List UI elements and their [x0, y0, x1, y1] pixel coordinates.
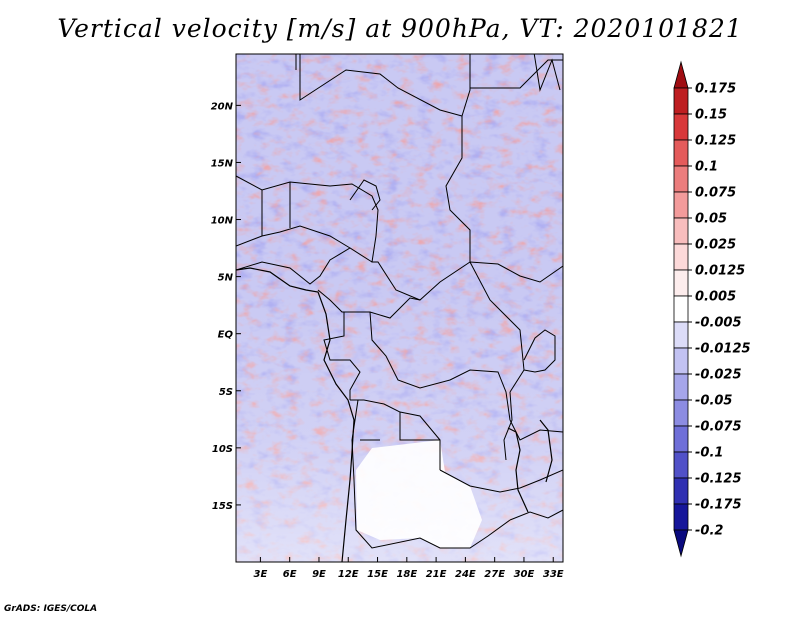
colorbar-swatch — [673, 139, 689, 167]
colorbar-label: 0.075 — [695, 186, 736, 201]
lon-tick-label: 12E — [338, 569, 359, 580]
lat-tick-label: 5N — [218, 273, 234, 284]
lon-tick-label: 21E — [426, 569, 447, 580]
colorbar-label: -0.05 — [695, 394, 732, 409]
colorbar-swatch — [673, 87, 689, 115]
lon-tick-label: 27E — [484, 569, 505, 580]
colorbar-label: 0.125 — [695, 134, 736, 149]
grads-credit: GrADS: IGES/COLA — [4, 604, 98, 614]
colorbar-swatch — [673, 60, 689, 89]
lon-tick-label: 30E — [514, 569, 535, 580]
colorbar-label: -0.1 — [695, 446, 723, 461]
map-title: Vertical velocity [m/s] at 900hPa, VT: 2… — [57, 14, 743, 43]
colorbar-swatch — [673, 347, 689, 375]
colorbar-swatch — [673, 165, 689, 193]
lon-tick-label: 9E — [312, 569, 326, 580]
lon-tick-label: 24E — [455, 569, 476, 580]
lat-tick-label: EQ — [218, 330, 234, 341]
colorbar-label: -0.125 — [695, 472, 742, 487]
colorbar-label: 0.005 — [695, 290, 736, 305]
colorbar-swatch — [673, 503, 689, 531]
colorbar-swatch — [673, 321, 689, 349]
latitude-axis: 20N 15N 10N 5N EQ 5S 10S 15S — [211, 101, 241, 512]
colorbar-swatch — [673, 191, 689, 219]
colorbar-label: 0.0125 — [695, 264, 745, 279]
colorbar-label: 0.1 — [695, 160, 718, 175]
colorbar-swatch — [673, 295, 689, 323]
lon-tick-label: 33E — [543, 569, 564, 580]
colorbar-swatch — [673, 217, 689, 245]
lat-tick-label: 10N — [211, 216, 234, 227]
colorbar-swatch — [673, 399, 689, 427]
colorbar-label: -0.005 — [695, 316, 742, 331]
map-plot-area: 20N 15N 10N 5N EQ 5S 10S 15S 3E 6E 9E 12E 15E 18E 21E… — [211, 53, 564, 580]
colorbar-label: 0.05 — [695, 212, 727, 227]
country-borders — [236, 54, 563, 549]
lat-tick-label: 20N — [211, 101, 234, 112]
colorbar-swatch — [673, 243, 689, 271]
colorbar-label: -0.0125 — [695, 342, 751, 357]
colorbar-swatch — [673, 477, 689, 505]
coastline — [236, 267, 553, 562]
colorbar-swatch — [673, 425, 689, 453]
lat-tick-label: 15S — [212, 501, 233, 512]
colorbar-swatch — [673, 451, 689, 479]
colorbar: 0.175 0.15 0.125 0.1 0.075 0.05 0.025 0.0125 0.0… — [673, 60, 751, 558]
colorbar-label: 0.15 — [695, 108, 727, 123]
colorbar-label: -0.075 — [695, 420, 742, 435]
colorbar-label: 0.175 — [695, 82, 736, 97]
lat-tick-label: 15N — [211, 158, 234, 169]
lon-tick-label: 18E — [396, 569, 417, 580]
low-velocity-area — [356, 440, 482, 548]
lon-tick-label: 6E — [283, 569, 297, 580]
lon-tick-label: 3E — [254, 569, 268, 580]
colorbar-swatch — [673, 373, 689, 401]
longitude-axis: 3E 6E 9E 12E 15E 18E 21E 24E 27E 30E 33E — [254, 557, 564, 580]
colorbar-swatch — [673, 529, 689, 558]
map-border — [235, 53, 564, 563]
colorbar-label: -0.175 — [695, 498, 742, 513]
colorbar-swatch — [673, 269, 689, 297]
colorbar-label: 0.025 — [695, 238, 736, 253]
colorbar-label: -0.025 — [695, 368, 742, 383]
colorbar-label: -0.2 — [695, 524, 723, 539]
colorbar-swatch — [673, 113, 689, 141]
lon-tick-label: 15E — [367, 569, 388, 580]
lat-tick-label: 5S — [219, 387, 233, 398]
lat-tick-label: 10S — [212, 444, 233, 455]
